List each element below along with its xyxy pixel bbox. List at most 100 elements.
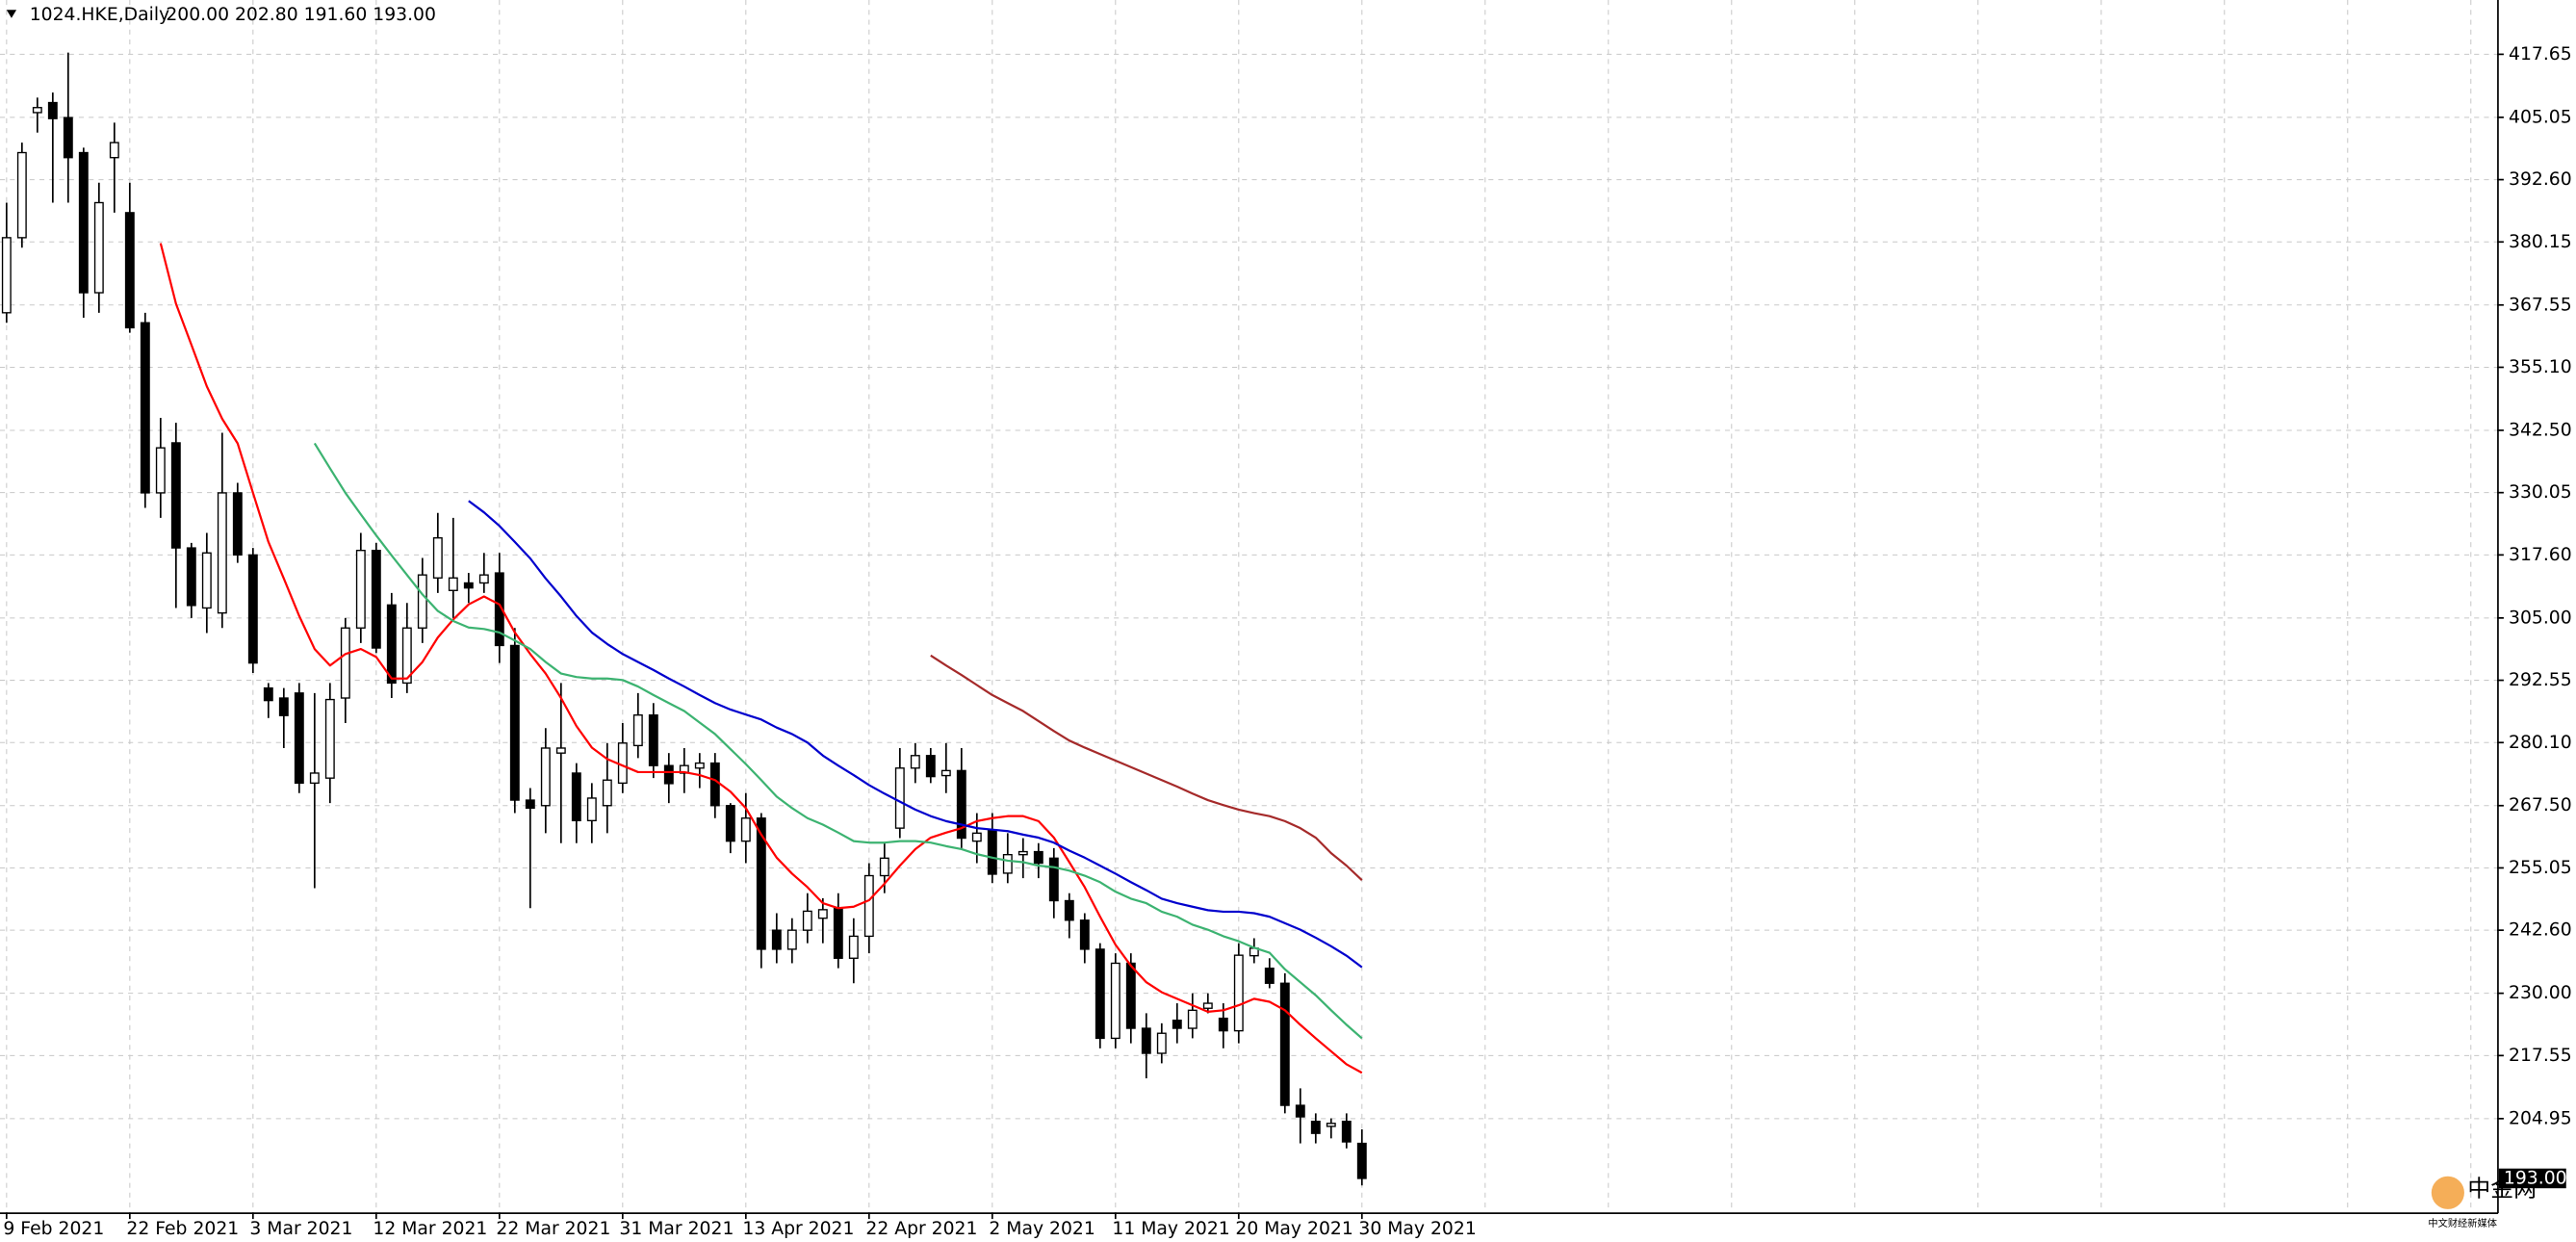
- candle-body: [263, 686, 273, 702]
- candle-body: [771, 929, 782, 950]
- candle-body: [1079, 919, 1090, 950]
- y-tick-label: 342.50: [2509, 420, 2572, 440]
- y-tick-label: 417.65: [2509, 44, 2572, 65]
- candle-body: [632, 713, 643, 747]
- y-tick-label: 380.15: [2509, 232, 2572, 252]
- candle-body: [401, 627, 412, 685]
- candle-body: [1110, 962, 1121, 1040]
- candle-body: [309, 772, 320, 785]
- candle-body: [355, 550, 366, 629]
- x-tick-label: 2 May 2021: [989, 1219, 1095, 1239]
- candle-body: [617, 742, 628, 785]
- x-tick-label: 22 Mar 2021: [496, 1219, 610, 1239]
- candle-body: [478, 574, 489, 584]
- candle-body: [1064, 899, 1074, 921]
- watermark-sub: 中文财经新媒体: [2428, 1217, 2497, 1229]
- candle-body: [16, 151, 27, 239]
- candle-body: [940, 769, 951, 777]
- candle-body: [648, 713, 658, 766]
- header-ohlc: 200.00 202.80 191.60 193.00: [166, 5, 436, 25]
- x-tick-label: 11 May 2021: [1112, 1219, 1229, 1239]
- candle-body: [586, 797, 597, 822]
- candle-body: [833, 907, 843, 959]
- candle-body: [802, 910, 812, 931]
- candle-body: [494, 572, 504, 647]
- candle-body: [155, 447, 166, 494]
- candle-body: [78, 151, 89, 294]
- candle-body: [109, 142, 119, 159]
- candle-body: [386, 604, 397, 685]
- candle-body: [1125, 962, 1136, 1029]
- candle-body: [47, 101, 58, 119]
- candle-body: [1187, 1009, 1198, 1029]
- y-tick-label: 280.10: [2509, 733, 2572, 753]
- candle-body: [1233, 954, 1244, 1032]
- candle-body: [602, 779, 612, 807]
- menu-triangle[interactable]: [6, 10, 17, 18]
- y-tick-label: 255.05: [2509, 858, 2572, 878]
- moving-average-line: [159, 243, 1363, 1074]
- candle-body: [987, 829, 997, 875]
- candle-body: [910, 755, 920, 769]
- candle-body: [432, 537, 443, 579]
- x-tick-label: 22 Feb 2021: [126, 1219, 239, 1239]
- candle-body: [1, 237, 12, 314]
- candle-body: [32, 107, 42, 114]
- candle-body: [1033, 850, 1043, 865]
- candle-body: [324, 698, 335, 779]
- candle-body: [786, 929, 797, 950]
- candle-body: [463, 582, 474, 589]
- y-tick-label: 217.55: [2509, 1046, 2572, 1066]
- last-price-label: 193.00: [2504, 1168, 2567, 1188]
- candle-body: [956, 769, 966, 840]
- candle-body: [1095, 948, 1105, 1040]
- candle-body: [555, 747, 566, 754]
- candle-body: [1341, 1121, 1352, 1143]
- candle-body: [417, 574, 427, 629]
- candle-body: [663, 764, 674, 785]
- x-tick-label: 12 Mar 2021: [373, 1219, 487, 1239]
- candle-body: [340, 627, 350, 699]
- candle-body: [525, 799, 535, 810]
- x-tick-label: 9 Feb 2021: [3, 1219, 104, 1239]
- x-tick-label: 30 May 2021: [1358, 1219, 1476, 1239]
- candle-body: [1141, 1027, 1151, 1054]
- candle-body: [124, 212, 135, 329]
- x-tick-label: 20 May 2021: [1235, 1219, 1352, 1239]
- candle-body: [894, 767, 905, 829]
- candle-body: [879, 857, 889, 877]
- candle-body: [540, 747, 551, 807]
- watermark-logo: [2431, 1176, 2464, 1209]
- candle-body: [93, 201, 104, 294]
- y-tick-label: 292.55: [2509, 670, 2572, 690]
- candle-body: [63, 116, 73, 159]
- candle-body: [294, 692, 304, 785]
- y-tick-label: 405.05: [2509, 107, 2572, 127]
- candle-body: [232, 492, 243, 556]
- candle-body: [217, 492, 227, 614]
- candle-body: [1002, 854, 1013, 874]
- candle-body: [247, 554, 258, 664]
- candle-body: [863, 874, 874, 938]
- candle-body: [1310, 1121, 1321, 1134]
- y-tick-label: 317.60: [2509, 545, 2572, 565]
- candle-body: [1264, 967, 1275, 984]
- moving-average-line: [468, 500, 1363, 969]
- last-price-box: [2498, 1168, 2566, 1189]
- candle-body: [1356, 1142, 1367, 1179]
- candle-body: [170, 442, 181, 549]
- y-tick-label: 267.50: [2509, 795, 2572, 815]
- plot: [1, 52, 1367, 1186]
- y-tick-label: 330.05: [2509, 482, 2572, 503]
- moving-average-line: [313, 442, 1363, 1040]
- candle-body: [1048, 857, 1059, 902]
- candle-body: [709, 762, 720, 807]
- candle-body: [1218, 1017, 1228, 1032]
- candle-body: [186, 547, 196, 607]
- moving-average-line: [930, 654, 1363, 882]
- y-tick-label: 367.55: [2509, 295, 2572, 315]
- candle-body: [740, 817, 751, 842]
- x-tick-label: 13 Apr 2021: [742, 1219, 854, 1239]
